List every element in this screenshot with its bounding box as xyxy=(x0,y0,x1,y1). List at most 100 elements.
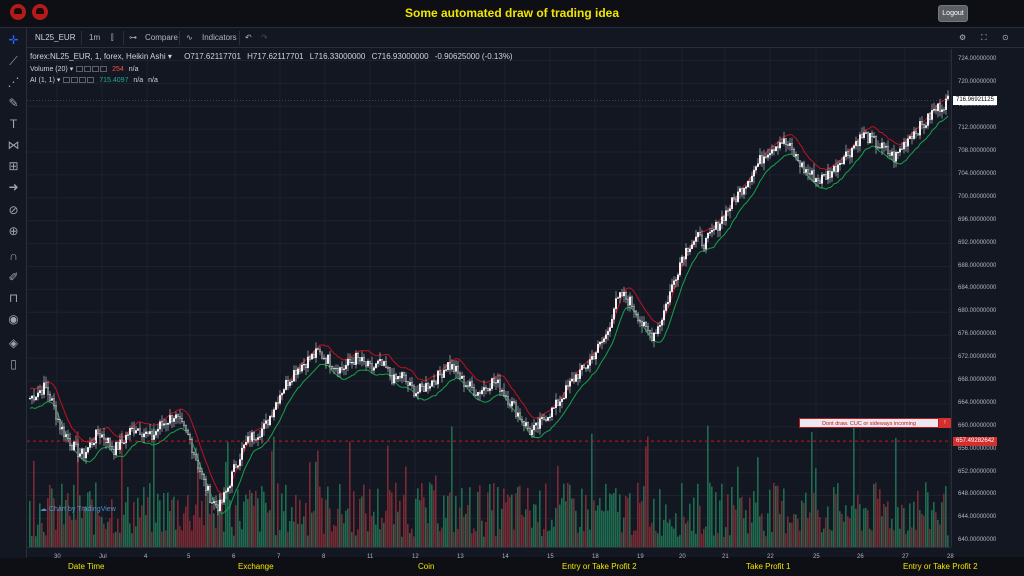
candle-body xyxy=(553,407,555,409)
brush-icon[interactable]: ✎ xyxy=(8,96,19,110)
volume-bar xyxy=(841,514,843,547)
volume-bar xyxy=(59,504,61,547)
lock-drawing-icon[interactable]: ✐ xyxy=(8,270,19,284)
candle-body xyxy=(623,292,625,297)
camera-icon[interactable]: ⊙ xyxy=(1002,33,1009,42)
candle-body xyxy=(529,428,531,436)
candle-body xyxy=(453,364,455,372)
text-icon[interactable]: T xyxy=(9,117,18,131)
visibility-icon[interactable] xyxy=(63,77,71,84)
volume-bar xyxy=(909,503,911,547)
volume-bar xyxy=(133,501,135,547)
volume-bar xyxy=(47,498,49,547)
candle-body xyxy=(795,154,797,157)
tradingview-watermark[interactable]: ☁ Chart by TradingView xyxy=(40,505,116,513)
visibility-icon[interactable] xyxy=(76,66,84,73)
more-icon[interactable] xyxy=(100,66,108,73)
compare-button[interactable]: Compare xyxy=(145,33,178,42)
candle-body xyxy=(371,363,373,371)
candle-body xyxy=(831,171,833,178)
settings-icon[interactable] xyxy=(71,77,79,84)
ai-indicator-label[interactable]: AI (1, 1) xyxy=(30,77,55,84)
candle-body xyxy=(681,256,683,263)
settings-icon[interactable] xyxy=(84,66,92,73)
volume-bar xyxy=(241,529,243,547)
candle-body xyxy=(257,437,259,440)
redo-icon[interactable]: ↷ xyxy=(261,33,268,42)
volume-bar xyxy=(215,527,217,547)
candle-body xyxy=(445,369,447,371)
time-axis[interactable]: 30 Jul 4 5 6 7 8 11 12 13 14 15 18 19 20 21 22 25 26 27 28 xyxy=(27,547,954,567)
alert-badge[interactable]: ! xyxy=(939,418,951,428)
measure-icon[interactable]: ⊞ xyxy=(8,159,19,173)
symbol-search[interactable]: NL25_EUR xyxy=(35,33,76,42)
volume-bar xyxy=(465,513,467,547)
volume-bar xyxy=(89,491,91,547)
crosshair-icon[interactable]: ✛ xyxy=(8,33,19,47)
volume-bar xyxy=(131,533,133,547)
candle-body xyxy=(405,374,407,382)
volume-bar xyxy=(807,517,809,547)
volume-bar xyxy=(665,504,667,547)
alert-label[interactable]: Dont draw. CUC or sideways incoming xyxy=(799,418,939,428)
candle-body xyxy=(123,442,125,444)
price-chart[interactable] xyxy=(27,49,951,566)
layers-icon[interactable]: ◈ xyxy=(8,336,19,350)
volume-bar xyxy=(805,492,807,547)
volume-bar xyxy=(327,486,329,547)
candle-body xyxy=(177,414,179,417)
candle-body xyxy=(657,326,659,334)
volume-bar xyxy=(719,500,721,547)
candle-body xyxy=(663,310,665,321)
candle-body xyxy=(513,401,515,404)
toolbar-divider xyxy=(179,31,180,45)
toolbar-divider xyxy=(239,31,240,45)
eye-icon[interactable]: ◉ xyxy=(8,312,19,326)
volume-bar xyxy=(387,445,389,547)
price-axis[interactable]: 724.00000000 720.00000000 716.00000000 712.… xyxy=(951,49,1024,547)
volume-bar xyxy=(217,508,219,547)
arrow-left-icon[interactable]: ➜ xyxy=(8,180,19,194)
settings-icon[interactable]: ⚙ xyxy=(959,33,967,42)
logout-button[interactable]: Logout xyxy=(938,5,968,22)
volume-bar xyxy=(869,528,871,547)
undo-icon[interactable]: ↶ xyxy=(245,33,252,42)
volume-bar xyxy=(51,488,53,547)
candle-body xyxy=(507,396,509,405)
volume-bar xyxy=(149,483,151,547)
candle-body xyxy=(61,426,63,430)
zoom-in-icon[interactable]: ⊕ xyxy=(8,224,19,238)
trend-line-icon[interactable]: ⟋ xyxy=(9,54,18,68)
volume-bar xyxy=(331,531,333,547)
magnet-icon[interactable]: ∩ xyxy=(9,249,18,263)
candle-body xyxy=(433,380,435,383)
candle-body xyxy=(575,374,577,382)
volume-bar xyxy=(491,510,493,547)
close-icon[interactable] xyxy=(92,66,100,73)
pattern-icon[interactable]: ⋈ xyxy=(7,138,20,152)
interval-selector[interactable]: 1m xyxy=(89,33,101,42)
volume-indicator-label[interactable]: Volume (20) xyxy=(30,66,68,73)
more-icon[interactable] xyxy=(87,77,95,84)
legend-title[interactable]: forex:NL25_EUR, 1, forex, Heikin Ashi xyxy=(30,52,166,61)
volume-bar xyxy=(169,511,171,547)
ruler-icon[interactable]: ⊘ xyxy=(8,203,19,217)
fullscreen-icon[interactable]: ⛶ xyxy=(981,33,987,42)
trash-icon[interactable]: ▯ xyxy=(10,357,17,371)
fib-icon[interactable]: ⋰ xyxy=(7,75,20,89)
candle-body xyxy=(909,136,911,139)
volume-bar xyxy=(639,503,641,547)
indicators-button[interactable]: Indicators xyxy=(202,33,237,42)
candle-body xyxy=(849,155,851,158)
close-icon[interactable] xyxy=(79,77,87,84)
lock-icon[interactable]: ⊓ xyxy=(8,291,19,305)
candle-body xyxy=(879,147,881,149)
volume-bar xyxy=(111,499,113,547)
candle-body xyxy=(709,231,711,234)
volume-bar xyxy=(899,528,901,547)
candle-body xyxy=(211,502,213,504)
volume-bar xyxy=(779,513,781,547)
chart-style-icon[interactable]: ⫿ xyxy=(111,33,114,42)
candle-body xyxy=(797,154,799,162)
volume-bar xyxy=(711,486,713,547)
